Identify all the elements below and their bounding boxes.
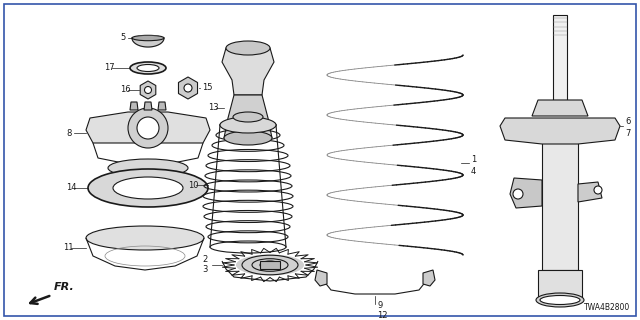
Text: 14: 14: [66, 183, 77, 193]
Polygon shape: [510, 178, 542, 208]
Polygon shape: [132, 38, 164, 47]
Ellipse shape: [130, 62, 166, 74]
Polygon shape: [538, 270, 582, 300]
Text: TWA4B2800: TWA4B2800: [584, 303, 630, 312]
Ellipse shape: [224, 131, 272, 145]
Text: 4: 4: [471, 167, 476, 177]
Text: FR.: FR.: [54, 282, 75, 292]
Polygon shape: [224, 95, 272, 138]
Circle shape: [594, 186, 602, 194]
Text: 3: 3: [203, 265, 208, 274]
Polygon shape: [578, 182, 602, 202]
Text: 6: 6: [625, 117, 630, 126]
Polygon shape: [260, 261, 280, 269]
Circle shape: [128, 108, 168, 148]
Polygon shape: [158, 102, 166, 110]
Polygon shape: [423, 270, 435, 286]
Ellipse shape: [88, 169, 208, 207]
Polygon shape: [140, 81, 156, 99]
Text: 15: 15: [202, 84, 212, 92]
Polygon shape: [553, 15, 567, 100]
Text: 12: 12: [377, 311, 387, 320]
Circle shape: [184, 84, 192, 92]
Ellipse shape: [137, 65, 159, 71]
Polygon shape: [500, 118, 620, 144]
Ellipse shape: [233, 112, 263, 122]
Ellipse shape: [108, 159, 188, 177]
Text: 1: 1: [471, 156, 476, 164]
Polygon shape: [542, 130, 578, 270]
Polygon shape: [144, 102, 152, 110]
Circle shape: [513, 189, 523, 199]
Polygon shape: [86, 112, 210, 143]
Text: 7: 7: [625, 130, 630, 139]
Circle shape: [137, 117, 159, 139]
Text: 10: 10: [188, 180, 198, 189]
Text: 5: 5: [120, 33, 125, 42]
Polygon shape: [179, 77, 198, 99]
Ellipse shape: [113, 177, 183, 199]
Ellipse shape: [536, 293, 584, 307]
Text: 2: 2: [203, 254, 208, 263]
Text: 13: 13: [208, 103, 219, 113]
Ellipse shape: [132, 35, 164, 41]
Ellipse shape: [540, 295, 580, 305]
Ellipse shape: [236, 254, 304, 276]
Text: 9: 9: [377, 301, 382, 310]
Polygon shape: [532, 100, 588, 116]
Ellipse shape: [86, 226, 204, 250]
Ellipse shape: [220, 117, 276, 133]
Circle shape: [145, 86, 152, 93]
Text: 11: 11: [63, 244, 74, 252]
Polygon shape: [130, 102, 138, 110]
Text: 8: 8: [66, 129, 72, 138]
Text: 17: 17: [104, 63, 115, 73]
Ellipse shape: [226, 41, 270, 55]
Polygon shape: [315, 270, 327, 286]
Text: 16: 16: [120, 85, 131, 94]
Polygon shape: [222, 48, 274, 95]
